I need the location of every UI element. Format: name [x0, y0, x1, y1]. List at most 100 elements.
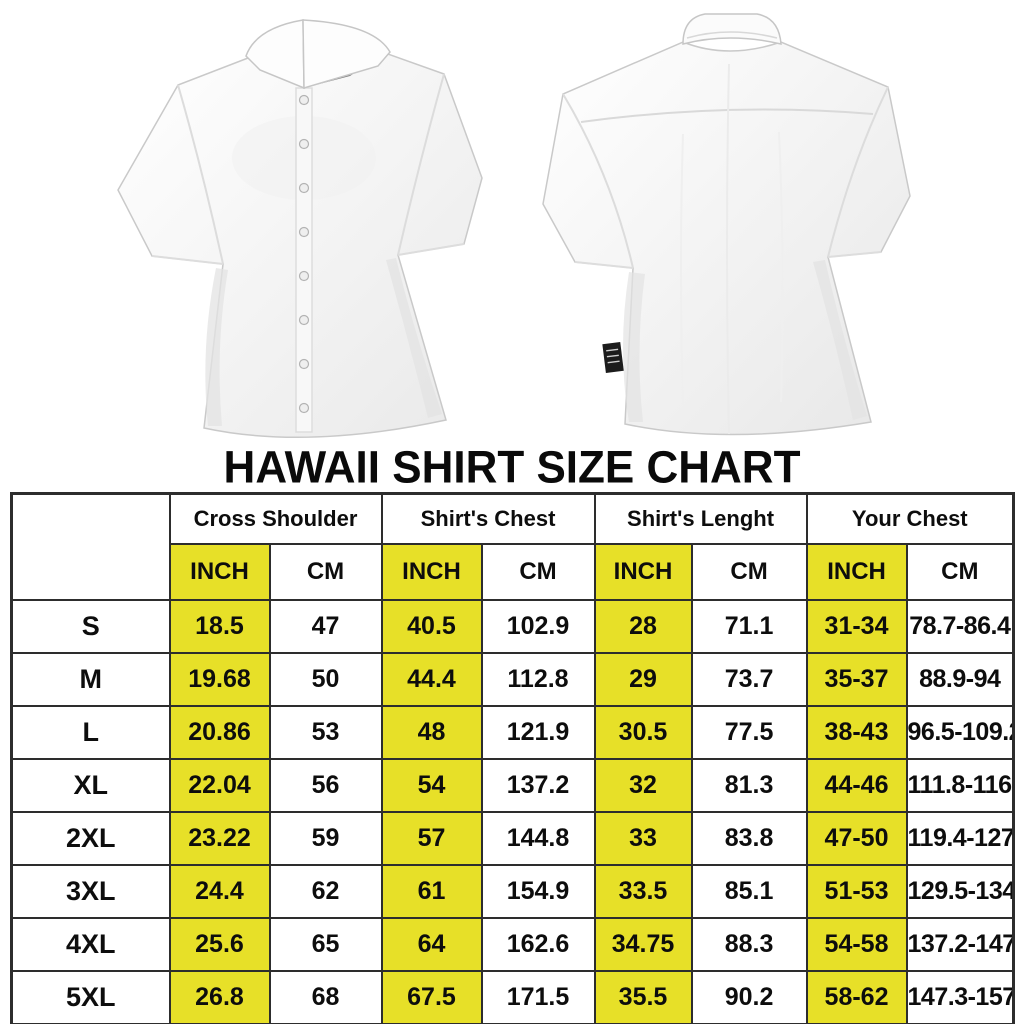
group-header-cross-shoulder: Cross Shoulder [168, 492, 383, 545]
unit-header-inch: INCH [380, 543, 483, 601]
cell-shirts-chest-cm: 121.9 [480, 705, 596, 760]
cell-shirts-chest-cm: 112.8 [480, 652, 596, 707]
size-chart-table: Cross Shoulder Shirt's Chest Shirt's Len… [10, 492, 1016, 1024]
group-header-row: Cross Shoulder Shirt's Chest Shirt's Len… [10, 492, 1015, 601]
cell-shirts-lenght-inch: 30.5 [593, 705, 693, 760]
table-row: L 20.86 53 48 121.9 30.5 77.5 38-43 96.5… [10, 705, 1015, 760]
cell-your-chest-inch: 44-46 [805, 758, 908, 813]
cell-cross-shoulder-inch: 20.86 [168, 705, 271, 760]
cell-shirts-lenght-inch: 29 [593, 652, 693, 707]
cell-cross-shoulder-inch: 18.5 [168, 599, 271, 654]
unit-header-inch: INCH [168, 543, 271, 601]
cell-your-chest-inch: 35-37 [805, 652, 908, 707]
unit-header-row: INCH CM INCH CM INCH CM INCH CM [12, 543, 1015, 601]
size-label: 5XL [10, 970, 171, 1024]
cell-your-chest-cm: 78.7-86.4 [905, 599, 1015, 654]
cell-your-chest-inch: 54-58 [805, 917, 908, 972]
cell-your-chest-inch: 58-62 [805, 970, 908, 1024]
cell-shirts-lenght-inch: 35.5 [593, 970, 693, 1024]
cell-shirts-chest-inch: 54 [380, 758, 483, 813]
cell-your-chest-cm: 119.4-127 [905, 811, 1015, 866]
cell-your-chest-inch: 38-43 [805, 705, 908, 760]
cell-cross-shoulder-inch: 22.04 [168, 758, 271, 813]
cell-cross-shoulder-cm: 50 [268, 652, 383, 707]
cell-shirts-chest-cm: 171.5 [480, 970, 596, 1024]
cell-cross-shoulder-cm: 53 [268, 705, 383, 760]
unit-header-cm: CM [268, 543, 383, 601]
size-label: S [10, 599, 171, 654]
cell-your-chest-cm: 96.5-109.2 [905, 705, 1015, 760]
cell-cross-shoulder-inch: 23.22 [168, 811, 271, 866]
cell-shirts-chest-cm: 137.2 [480, 758, 596, 813]
table-row: M 19.68 50 44.4 112.8 29 73.7 35-37 88.9… [10, 652, 1015, 707]
cell-cross-shoulder-inch: 19.68 [168, 652, 271, 707]
unit-header-cm: CM [905, 543, 1015, 601]
cell-cross-shoulder-cm: 62 [268, 864, 383, 919]
cell-shirts-lenght-inch: 34.75 [593, 917, 693, 972]
cell-shirts-lenght-inch: 33 [593, 811, 693, 866]
size-label: L [10, 705, 171, 760]
table-row: XL 22.04 56 54 137.2 32 81.3 44-46 111.8… [10, 758, 1015, 813]
cell-cross-shoulder-inch: 26.8 [168, 970, 271, 1024]
cell-shirts-chest-inch: 67.5 [380, 970, 483, 1024]
cell-your-chest-inch: 31-34 [805, 599, 908, 654]
size-label: 3XL [10, 864, 171, 919]
shirt-tag [602, 342, 624, 373]
cell-your-chest-cm: 88.9-94 [905, 652, 1015, 707]
table-row: 2XL 23.22 59 57 144.8 33 83.8 47-50 119.… [10, 811, 1015, 866]
table-row: S 18.5 47 40.5 102.9 28 71.1 31-34 78.7-… [10, 599, 1015, 654]
unit-header-inch: INCH [593, 543, 693, 601]
size-label: 4XL [10, 917, 171, 972]
cell-shirts-chest-cm: 154.9 [480, 864, 596, 919]
cell-cross-shoulder-cm: 65 [268, 917, 383, 972]
cell-shirts-lenght-cm: 77.5 [690, 705, 808, 760]
cell-shirts-chest-inch: 40.5 [380, 599, 483, 654]
unit-header-cm: CM [690, 543, 808, 601]
cell-shirts-lenght-cm: 71.1 [690, 599, 808, 654]
cell-your-chest-cm: 111.8-116.8 [905, 758, 1015, 813]
cell-shirts-chest-inch: 57 [380, 811, 483, 866]
cell-your-chest-cm: 137.2-147.3 [905, 917, 1015, 972]
cell-cross-shoulder-cm: 47 [268, 599, 383, 654]
size-label: 2XL [10, 811, 171, 866]
cell-shirts-chest-inch: 61 [380, 864, 483, 919]
cell-shirts-chest-cm: 144.8 [480, 811, 596, 866]
cell-shirts-lenght-cm: 88.3 [690, 917, 808, 972]
table-row: 4XL 25.6 65 64 162.6 34.75 88.3 54-58 13… [10, 917, 1015, 972]
cell-shirts-lenght-cm: 73.7 [690, 652, 808, 707]
table-row: 5XL 26.8 68 67.5 171.5 35.5 90.2 58-62 1… [10, 970, 1015, 1024]
cell-your-chest-inch: 51-53 [805, 864, 908, 919]
shirt-front-image [117, 19, 483, 439]
table-row: 3XL 24.4 62 61 154.9 33.5 85.1 51-53 129… [10, 864, 1015, 919]
cell-shirts-lenght-inch: 28 [593, 599, 693, 654]
size-label: XL [10, 758, 171, 813]
cell-cross-shoulder-inch: 25.6 [168, 917, 271, 972]
shirt-back-image [542, 13, 911, 436]
cell-shirts-chest-inch: 48 [380, 705, 483, 760]
cell-your-chest-cm: 129.5-134.6 [905, 864, 1015, 919]
cell-cross-shoulder-cm: 68 [268, 970, 383, 1024]
cell-shirts-chest-inch: 44.4 [380, 652, 483, 707]
cell-shirts-lenght-cm: 83.8 [690, 811, 808, 866]
group-header-shirts-lenght: Shirt's Lenght [593, 492, 808, 545]
unit-header-inch: INCH [805, 543, 908, 601]
group-header-your-chest: Your Chest [805, 492, 1015, 545]
corner-cell [10, 492, 171, 601]
cell-shirts-chest-cm: 102.9 [480, 599, 596, 654]
group-header-shirts-chest: Shirt's Chest [380, 492, 596, 545]
page-title: HAWAII SHIRT SIZE CHART [223, 442, 801, 493]
cell-shirts-lenght-cm: 85.1 [690, 864, 808, 919]
cell-shirts-lenght-cm: 90.2 [690, 970, 808, 1024]
unit-header-cm: CM [480, 543, 596, 601]
cell-shirts-chest-inch: 64 [380, 917, 483, 972]
cell-shirts-lenght-inch: 32 [593, 758, 693, 813]
cell-your-chest-cm: 147.3-157.5 [905, 970, 1015, 1024]
size-label: M [10, 652, 171, 707]
cell-your-chest-inch: 47-50 [805, 811, 908, 866]
cell-shirts-lenght-inch: 33.5 [593, 864, 693, 919]
cell-cross-shoulder-inch: 24.4 [168, 864, 271, 919]
cell-cross-shoulder-cm: 56 [268, 758, 383, 813]
cell-shirts-chest-cm: 162.6 [480, 917, 596, 972]
cell-cross-shoulder-cm: 59 [268, 811, 383, 866]
